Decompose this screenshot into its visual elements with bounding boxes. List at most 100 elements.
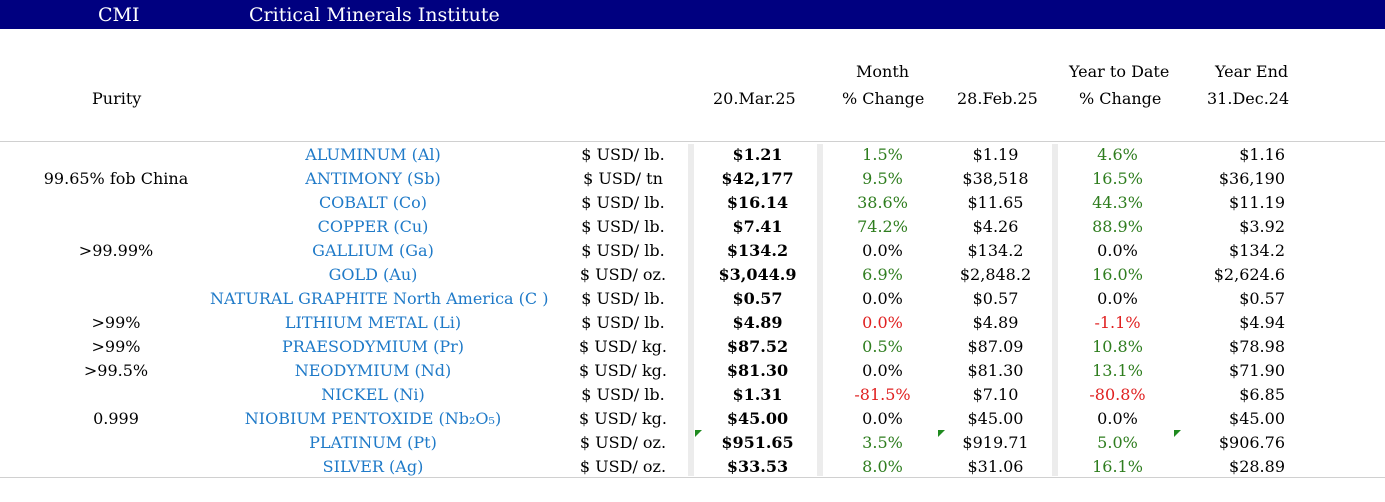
current-price: $33.53 — [726, 457, 789, 476]
current-price: $3,044.9 — [718, 265, 797, 284]
year-end-price: $36,190 — [1218, 169, 1285, 188]
month-change: 74.2% — [857, 217, 908, 236]
ytd-change: -1.1% — [1094, 313, 1141, 332]
column-separator — [1052, 144, 1058, 476]
month-change: 0.0% — [862, 313, 903, 332]
footer-divider — [0, 477, 1385, 478]
current-price: $134.2 — [726, 241, 789, 260]
prev-price: $2,848.2 — [959, 265, 1032, 284]
current-price: $1.31 — [732, 385, 783, 404]
prev-price: $87.09 — [967, 337, 1024, 356]
purity-header: Purity — [92, 89, 142, 108]
table-row: NATURAL GRAPHITE North America (C ) $ USD… — [0, 287, 1385, 311]
purity-cell: >99.99% — [78, 241, 154, 260]
year-end-header-top: Year End — [1215, 62, 1289, 81]
column-separator — [817, 144, 823, 476]
ytd-header-bottom: % Change — [1079, 89, 1162, 108]
mineral-name: NIOBIUM PENTOXIDE (Nb₂O₅) — [244, 409, 502, 428]
mineral-name: ALUMINUM (Al) — [305, 145, 441, 164]
month-change: 38.6% — [857, 193, 908, 212]
org-abbreviation: CMI — [98, 4, 140, 26]
mineral-name: PLATINUM (Pt) — [309, 433, 437, 452]
table-row: >99% LITHIUM METAL (Li) $ USD/ lb. $4.89 0.0… — [0, 311, 1385, 335]
current-price: $81.30 — [726, 361, 789, 380]
prev-price: $11.65 — [967, 193, 1024, 212]
month-change: 6.9% — [862, 265, 903, 284]
ytd-header-top: Year to Date — [1069, 62, 1170, 81]
unit-cell: $ USD/ oz. — [579, 433, 667, 452]
month-change: -81.5% — [854, 385, 911, 404]
prev-price: $31.06 — [967, 457, 1024, 476]
table-row: 99.65% fob China ANTIMONY (Sb) $ USD/ tn $4… — [0, 167, 1385, 191]
year-end-price: $2,624.6 — [1213, 265, 1285, 284]
mineral-name: COBALT (Co) — [318, 193, 428, 212]
unit-cell: $ USD/ lb. — [581, 193, 665, 212]
prev-price: $134.2 — [967, 241, 1024, 260]
table-row: GOLD (Au) $ USD/ oz. $3,044.9 6.9% $2,848.2 1… — [0, 263, 1385, 287]
unit-cell: $ USD/ kg. — [578, 361, 668, 380]
month-change: 0.0% — [862, 409, 903, 428]
year-end-price: $906.76 — [1218, 433, 1285, 452]
unit-cell: $ USD/ lb. — [581, 313, 665, 332]
month-change: 0.0% — [862, 289, 903, 308]
header-divider — [0, 141, 1385, 142]
table-row: PLATINUM (Pt) $ USD/ oz. $951.65 3.5% $919.7… — [0, 431, 1385, 455]
year-end-price: $4.94 — [1239, 313, 1285, 332]
month-change: 0.5% — [862, 337, 903, 356]
unit-cell: $ USD/ kg. — [578, 409, 668, 428]
month-header-bottom: % Change — [842, 89, 925, 108]
year-end-price: $71.90 — [1229, 361, 1285, 380]
current-price: $16.14 — [726, 193, 789, 212]
ytd-change: 88.9% — [1092, 217, 1143, 236]
year-end-price: $134.2 — [1229, 241, 1285, 260]
year-end-price: $28.89 — [1229, 457, 1285, 476]
table-row: SILVER (Ag) $ USD/ oz. $33.53 8.0% $31.06 16.… — [0, 455, 1385, 479]
month-header-top: Month — [856, 62, 910, 81]
month-change: 9.5% — [862, 169, 903, 188]
table-row: COBALT (Co) $ USD/ lb. $16.14 38.6% $11.65 44… — [0, 191, 1385, 215]
ytd-change: 16.5% — [1092, 169, 1143, 188]
column-separator — [688, 144, 694, 476]
org-name: Critical Minerals Institute — [249, 4, 500, 26]
mineral-name: ANTIMONY (Sb) — [305, 169, 441, 188]
unit-cell: $ USD/ lb. — [581, 145, 665, 164]
prev-price: $38,518 — [962, 169, 1029, 188]
prev-price: $45.00 — [967, 409, 1024, 428]
current-price: $42,177 — [721, 169, 794, 188]
current-price: $1.21 — [732, 145, 783, 164]
mineral-name: PRAESODYMIUM (Pr) — [281, 337, 465, 356]
ytd-change: 10.8% — [1092, 337, 1143, 356]
prev-price: $919.71 — [962, 433, 1029, 452]
unit-cell: $ USD/ lb. — [581, 241, 665, 260]
prev-price: $7.10 — [972, 385, 1019, 404]
ytd-change: 0.0% — [1097, 241, 1138, 260]
purity-cell: 99.65% fob China — [43, 169, 189, 188]
mineral-name: GALLIUM (Ga) — [312, 241, 434, 260]
unit-cell: $ USD/ oz. — [579, 457, 667, 476]
current-date-header: 20.Mar.25 — [713, 89, 796, 108]
mineral-name: NEODYMIUM (Nd) — [294, 361, 452, 380]
mineral-name: GOLD (Au) — [328, 265, 418, 284]
mineral-name: SILVER (Ag) — [322, 457, 424, 476]
ytd-change: 16.0% — [1092, 265, 1143, 284]
year-end-header-bottom: 31.Dec.24 — [1207, 89, 1290, 108]
prev-price: $4.26 — [972, 217, 1019, 236]
cell-flag-marker — [938, 430, 945, 437]
unit-cell: $ USD/ lb. — [581, 217, 665, 236]
unit-cell: $ USD/ lb. — [581, 385, 665, 404]
ytd-change: 4.6% — [1097, 145, 1138, 164]
cell-flag-marker — [1174, 430, 1181, 437]
purity-cell: 0.999 — [93, 409, 139, 428]
table-row: ALUMINUM (Al) $ USD/ lb. $1.21 1.5% $1.19 4.6… — [0, 143, 1385, 167]
title-bar: CMI Critical Minerals Institute — [0, 0, 1385, 29]
current-price: $0.57 — [732, 289, 783, 308]
month-change: 0.0% — [862, 241, 903, 260]
year-end-price: $6.85 — [1239, 385, 1285, 404]
table-row: >99.99% GALLIUM (Ga) $ USD/ lb. $134.2 0.0% $… — [0, 239, 1385, 263]
prev-price: $1.19 — [972, 145, 1019, 164]
unit-cell: $ USD/ kg. — [578, 337, 668, 356]
month-change: 8.0% — [862, 457, 903, 476]
current-price: $87.52 — [726, 337, 789, 356]
table-row: >99% PRAESODYMIUM (Pr) $ USD/ kg. $87.52 0.5… — [0, 335, 1385, 359]
ytd-change: 44.3% — [1092, 193, 1143, 212]
